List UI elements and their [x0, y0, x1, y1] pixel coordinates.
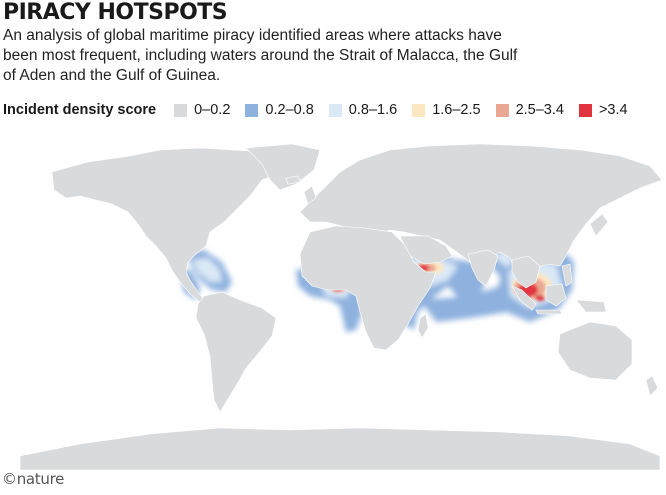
south-america — [195, 291, 277, 413]
madagascar — [417, 313, 429, 339]
legend-swatch-3 — [412, 103, 426, 117]
legend-item-5: >3.4 — [578, 102, 628, 118]
north-america — [51, 147, 289, 303]
new-guinea — [575, 299, 607, 313]
zone-indian-ocean — [420, 286, 516, 322]
legend-item-4: 2.5–3.4 — [495, 102, 564, 118]
legend-item-0: 0–0.2 — [174, 102, 230, 118]
legend-swatch-4 — [495, 103, 509, 117]
legend-item-3: 1.6–2.5 — [412, 102, 481, 118]
nature-credit: ©nature — [2, 470, 65, 488]
iceland — [285, 175, 301, 185]
legend-label-4: 2.5–3.4 — [515, 102, 564, 118]
new-zealand — [645, 375, 659, 397]
legend-swatch-2 — [328, 103, 342, 117]
legend: Incident density score 0–0.2 0.2–0.8 0.8… — [3, 99, 643, 121]
eurasia — [299, 143, 663, 277]
uk — [303, 185, 317, 205]
legend-title: Incident density score — [3, 102, 157, 118]
hotspot-red-singapore — [535, 295, 545, 301]
legend-label-2: 0.8–1.6 — [348, 102, 398, 118]
legend-swatch-5 — [578, 103, 592, 117]
page-subtitle: An analysis of global maritime piracy id… — [3, 27, 518, 84]
japan — [589, 213, 609, 237]
zone-light-caribbean — [192, 258, 222, 282]
legend-swatch-0 — [174, 103, 188, 117]
arabia — [399, 235, 453, 265]
legend-swatch-1 — [245, 103, 259, 117]
legend-label-1: 0.2–0.8 — [265, 102, 314, 118]
legend-label-3: 1.6–2.5 — [432, 102, 481, 118]
world-map — [19, 143, 663, 470]
borneo — [545, 283, 567, 307]
philippines — [561, 263, 573, 287]
sumatra — [511, 285, 537, 311]
greenland — [245, 143, 321, 191]
java — [535, 309, 563, 315]
india — [467, 249, 499, 287]
indochina — [511, 255, 541, 289]
legend-label-0: 0–0.2 — [194, 102, 231, 118]
legend-item-1: 0.2–0.8 — [245, 102, 314, 118]
antarctica — [19, 427, 661, 470]
australia — [557, 321, 633, 381]
legend-item-2: 0.8–1.6 — [328, 102, 398, 118]
land — [19, 143, 663, 470]
page-title: PIRACY HOTSPOTS — [3, 0, 228, 25]
legend-label-5: >3.4 — [598, 102, 628, 118]
africa — [299, 225, 437, 351]
